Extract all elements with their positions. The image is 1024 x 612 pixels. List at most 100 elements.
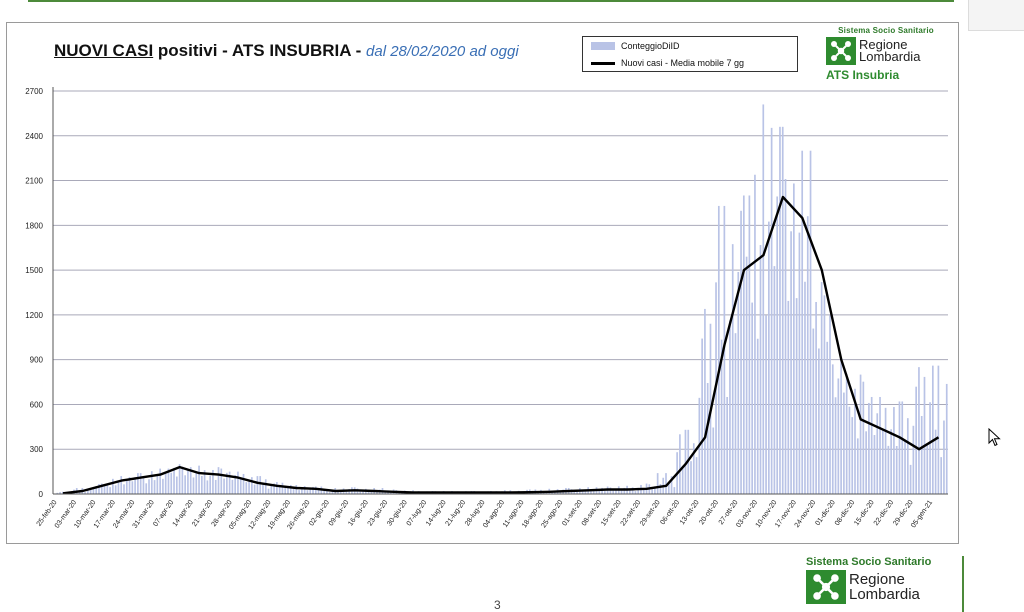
bar — [876, 413, 879, 494]
bar — [187, 470, 189, 494]
bar — [134, 477, 136, 494]
bar — [695, 457, 698, 494]
bar — [331, 490, 334, 494]
logo-bottom-region-line1: Regione — [849, 571, 905, 588]
bar — [918, 367, 920, 494]
bar — [809, 150, 812, 494]
bar — [656, 473, 659, 494]
bar — [239, 478, 242, 494]
bar — [228, 471, 231, 494]
logo-region-line1: Regione — [859, 37, 908, 52]
bar — [787, 300, 790, 494]
bar — [637, 487, 640, 494]
bar — [729, 320, 731, 494]
bar — [581, 491, 584, 494]
bar — [237, 471, 239, 494]
bar — [98, 484, 100, 494]
chart-title: NUOVI CASI positivi - ATS INSUBRIA - dal… — [54, 41, 519, 61]
bar — [217, 467, 220, 494]
bar — [873, 435, 876, 494]
y-tick-label: 1500 — [25, 266, 43, 275]
bar — [851, 417, 854, 494]
bar — [890, 429, 892, 494]
bar — [770, 127, 773, 494]
bar — [203, 470, 206, 494]
bar — [634, 491, 637, 494]
bar — [840, 359, 842, 494]
bar — [328, 492, 331, 494]
bar — [106, 483, 109, 494]
bar — [303, 486, 306, 494]
bar — [223, 478, 225, 494]
bar — [615, 488, 617, 494]
bar — [673, 487, 676, 494]
bar — [776, 196, 779, 494]
y-tick-label: 1800 — [25, 221, 43, 230]
rose-cross-icon — [806, 570, 846, 604]
bar — [287, 487, 289, 494]
bar — [592, 488, 595, 494]
bar — [756, 338, 759, 494]
bar — [679, 434, 681, 494]
bar — [175, 476, 178, 494]
side-panel-tab — [968, 0, 1024, 31]
bar — [326, 489, 328, 494]
bar — [823, 295, 826, 494]
mouse-cursor-icon — [988, 428, 1001, 447]
bar — [831, 364, 834, 494]
bar — [931, 365, 934, 494]
bar — [793, 183, 795, 494]
bar — [298, 490, 300, 494]
bar — [865, 431, 867, 494]
bar — [706, 383, 709, 494]
legend-swatch-line — [591, 61, 615, 65]
bar — [731, 244, 734, 494]
bar — [278, 485, 281, 494]
bar — [659, 483, 662, 494]
bar — [231, 479, 234, 494]
bar — [542, 492, 545, 494]
bar — [726, 396, 728, 494]
bar — [901, 401, 904, 494]
bar — [795, 298, 798, 494]
bar — [150, 471, 153, 494]
bar — [103, 485, 106, 494]
bar — [692, 443, 695, 494]
bar — [181, 466, 184, 494]
bar — [845, 373, 848, 494]
bar — [734, 333, 737, 494]
bar — [681, 465, 684, 494]
bar — [125, 480, 128, 494]
bar — [898, 401, 901, 494]
moving-average-line — [62, 195, 940, 495]
moving-average-group — [62, 195, 940, 495]
bar — [170, 472, 173, 494]
bar — [665, 473, 667, 494]
bar — [214, 479, 217, 494]
bar — [131, 481, 134, 494]
bar — [89, 488, 92, 494]
y-tick-label: 900 — [30, 356, 44, 365]
bar — [159, 468, 161, 494]
bar — [359, 491, 362, 494]
y-tick-label: 0 — [39, 490, 44, 499]
bar — [139, 473, 142, 494]
bar — [893, 407, 895, 494]
bar — [117, 481, 120, 494]
bar — [184, 475, 186, 494]
bar — [881, 429, 884, 494]
bar — [623, 487, 626, 494]
bar — [84, 492, 86, 494]
bar — [862, 381, 865, 494]
bar — [937, 365, 940, 494]
bar — [790, 231, 792, 495]
bar — [870, 396, 873, 494]
bar — [389, 492, 392, 494]
bar — [234, 475, 237, 494]
bar — [123, 484, 125, 494]
bar — [62, 491, 64, 494]
bar — [748, 195, 751, 494]
bar — [887, 445, 890, 494]
chart-title-rest: positivi - ATS INSUBRIA - — [153, 41, 367, 60]
y-tick-label: 1200 — [25, 311, 43, 320]
